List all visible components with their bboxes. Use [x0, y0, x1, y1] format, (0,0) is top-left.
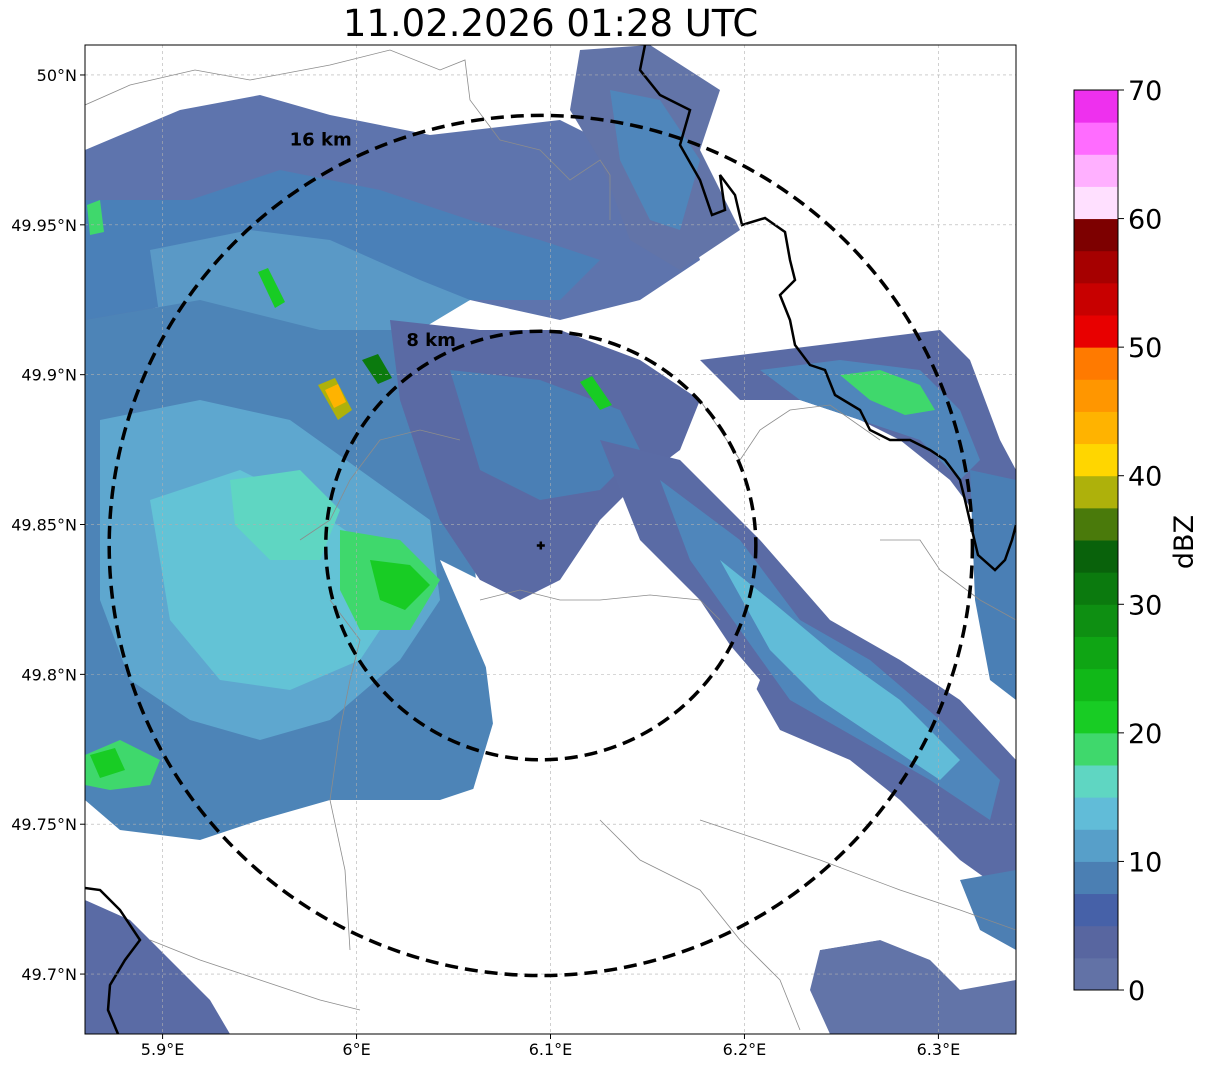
range-ring: [324, 329, 758, 762]
colorbar-segment: [1074, 218, 1118, 252]
colorbar-tick-label: 30: [1128, 590, 1162, 621]
colorbar-segment: [1074, 379, 1118, 412]
range-rings: 8 km 16 km: [107, 113, 975, 978]
echo-area: [87, 200, 104, 235]
x-axis-ticks: 5.9°E 6°E 6.1°E 6.2°E 6.3°E: [141, 1034, 960, 1059]
colorbar-segment: [1074, 893, 1118, 927]
colorbar-segment: [1074, 186, 1118, 220]
echo-area: [970, 470, 1016, 700]
admin-border: [599, 819, 801, 1031]
echo-gap: [85, 780, 960, 1034]
echo-area: [450, 370, 640, 500]
colorbar-segment: [1074, 122, 1118, 155]
colorbar-segment: [1074, 572, 1118, 605]
x-tick-label: 5.9°E: [141, 1040, 185, 1059]
colorbar-label: dBZ: [1169, 515, 1200, 569]
reflectivity-echoes: [85, 45, 1016, 1034]
admin-border: [479, 589, 721, 621]
colorbar-segment: [1074, 861, 1118, 895]
y-tick-label: 49.75°N: [11, 815, 77, 834]
x-tick-label: 6.3°E: [917, 1040, 961, 1059]
colorbar-segment: [1074, 540, 1118, 573]
x-tick-label: 6.2°E: [723, 1040, 767, 1059]
map-title: 11.02.2026 01:28 UTC: [342, 2, 759, 45]
colorbar-segment: [1074, 154, 1118, 187]
colorbar-tick-label: 20: [1128, 719, 1162, 750]
echo-gap: [720, 45, 1016, 330]
range-ring-label: 8 km: [406, 330, 456, 351]
echo-area: [370, 560, 430, 610]
colorbar-segment: [1074, 604, 1118, 637]
colorbar-segment: [1074, 797, 1118, 830]
echo-area: [720, 560, 960, 780]
y-axis-ticks: 50°N 49.95°N 49.9°N 49.85°N 49.8°N 49.75°N 49.…: [11, 66, 85, 984]
admin-border: [85, 49, 611, 220]
y-tick-label: 49.7°N: [21, 965, 77, 984]
colorbar-segment: [1074, 732, 1118, 766]
y-tick-label: 50°N: [37, 66, 77, 85]
colorbar-tick-label: 50: [1128, 333, 1162, 364]
range-ring: [107, 113, 975, 978]
colorbar-tick-label: 60: [1128, 205, 1162, 236]
echo-area: [580, 376, 612, 410]
colorbar-segment: [1074, 668, 1118, 702]
echo-gap: [320, 45, 580, 110]
admin-border: [329, 599, 361, 951]
echo-area: [325, 384, 346, 408]
colorbar-segment: [1074, 636, 1118, 670]
colorbar-tick-label: 0: [1128, 976, 1145, 1007]
x-tick-label: 6.1°E: [529, 1040, 573, 1059]
borders: [85, 45, 1016, 1034]
echo-gap: [85, 45, 140, 120]
colorbar-tick-label: 70: [1128, 76, 1162, 107]
range-ring-label: 16 km: [290, 130, 352, 151]
y-tick-label: 49.95°N: [11, 216, 77, 235]
y-tick-label: 49.85°N: [11, 516, 77, 535]
admin-border: [699, 819, 1016, 931]
colorbar-tick-label: 40: [1128, 462, 1162, 493]
gridlines: [85, 45, 1016, 1034]
colorbar-segment: [1074, 475, 1118, 509]
colorbar-frame: [1073, 89, 1119, 991]
admin-border: [299, 429, 461, 541]
echo-area: [840, 370, 935, 415]
colorbar-segment: [1074, 957, 1118, 991]
colorbar-segment: [1074, 765, 1118, 798]
country-border: [638, 45, 1016, 572]
echo-area: [230, 470, 340, 560]
x-tick-label: 6°E: [342, 1040, 370, 1059]
echo-area: [810, 940, 1016, 1034]
colorbar-segment: [1074, 282, 1118, 316]
colorbar-segment: [1074, 443, 1118, 477]
radar-site-marker: [536, 541, 545, 550]
y-tick-label: 49.9°N: [21, 366, 77, 385]
colorbar-segment: [1074, 347, 1118, 380]
echo-area: [960, 870, 1016, 950]
admin-border: [880, 539, 1016, 621]
echo-area: [760, 360, 980, 480]
colorbar: 0 10 20 30 40 50 60 70: [1073, 76, 1162, 1007]
colorbar-segment: [1074, 411, 1118, 445]
echo-area: [258, 268, 285, 308]
echo-area: [90, 748, 125, 778]
colorbar-segment: [1074, 250, 1118, 284]
colorbar-segment: [1074, 925, 1118, 959]
colorbar-segment: [1074, 700, 1118, 734]
echo-gap: [750, 420, 960, 630]
echo-area: [150, 470, 400, 690]
y-tick-label: 49.8°N: [21, 665, 77, 684]
country-border: [85, 886, 142, 1034]
admin-border: [149, 939, 361, 1011]
echo-gap: [440, 560, 760, 820]
colorbar-segment: [1074, 507, 1118, 541]
colorbar-tick-label: 10: [1128, 847, 1162, 878]
echo-area: [85, 900, 230, 1034]
colorbar-segment: [1074, 90, 1118, 123]
colorbar-segment: [1074, 829, 1118, 862]
echo-area: [362, 354, 392, 384]
colorbar-segment: [1074, 315, 1118, 348]
